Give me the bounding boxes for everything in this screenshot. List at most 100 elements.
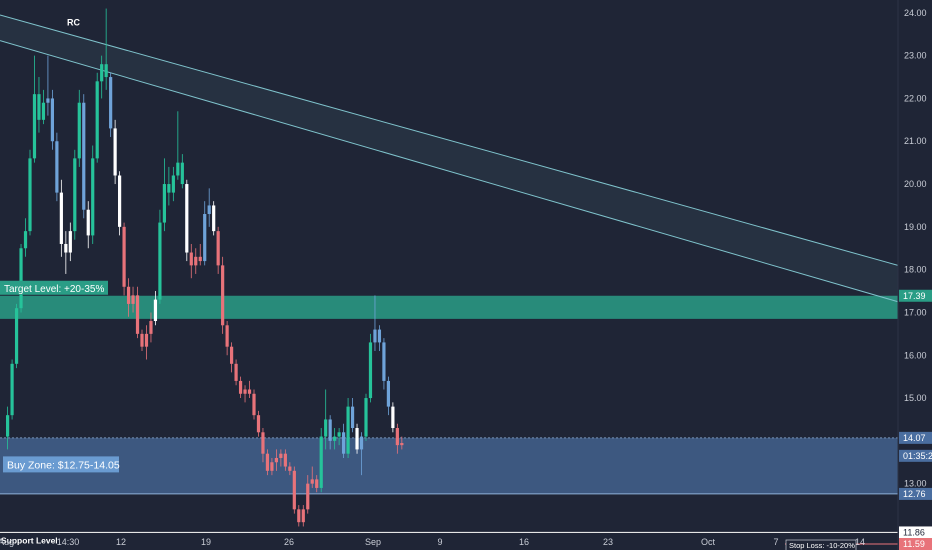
candle[interactable] [373,295,377,351]
candle[interactable] [315,475,319,493]
candle[interactable] [28,149,32,236]
candle[interactable] [386,376,390,416]
candle[interactable] [189,243,193,279]
candle[interactable] [382,338,386,390]
candle[interactable] [216,226,220,274]
trend-line-upper[interactable] [0,14,899,266]
candle[interactable] [68,222,72,262]
candle-body [377,329,382,343]
candle[interactable] [368,333,373,403]
candle[interactable] [256,410,261,437]
trend-line-lower[interactable] [0,40,899,303]
candle[interactable] [377,325,382,351]
candle-body [59,192,63,244]
candle[interactable] [198,243,202,266]
candle[interactable] [95,72,99,163]
candle[interactable] [82,94,86,219]
candle[interactable] [46,55,50,116]
candle[interactable] [162,158,166,232]
candle[interactable] [243,385,247,403]
candle[interactable] [212,201,216,236]
candle[interactable] [176,111,180,180]
price-axis[interactable]: 24.00 23.00 22.00 21.00 20.00 19.00 18.00 17.00… [904,8,927,489]
candle[interactable] [50,89,54,150]
candle[interactable] [91,145,95,244]
candle[interactable] [230,342,234,373]
candle[interactable] [109,72,113,137]
candle[interactable] [350,398,355,433]
candle[interactable] [279,449,283,467]
candle[interactable] [171,166,175,202]
candle[interactable] [100,55,104,99]
candle[interactable] [292,466,296,514]
candle[interactable] [41,89,46,125]
candle[interactable] [59,179,63,257]
candle[interactable] [6,406,10,450]
candle[interactable] [265,449,270,476]
candle[interactable] [122,222,126,296]
candle[interactable] [328,415,332,450]
candle-body [207,205,211,215]
candle-body [77,102,81,159]
candle[interactable] [364,393,368,441]
candle[interactable] [333,428,337,450]
candle[interactable] [158,209,162,304]
candle[interactable] [104,8,108,90]
candle[interactable] [297,505,301,527]
candle[interactable] [391,402,395,433]
candle[interactable] [283,449,287,471]
candle[interactable] [203,201,207,266]
candle[interactable] [306,475,310,514]
candle[interactable] [77,89,81,167]
candle[interactable] [153,291,158,326]
candle-body [68,231,72,253]
candle[interactable] [207,188,211,227]
candle[interactable] [337,428,341,446]
candle[interactable] [32,55,37,163]
candle[interactable] [324,389,328,450]
candle[interactable] [395,423,399,454]
candle[interactable] [252,389,256,420]
candle[interactable] [261,428,265,463]
candle[interactable] [55,132,59,202]
candle[interactable] [270,457,274,476]
candle[interactable] [400,436,404,450]
candle[interactable] [180,154,184,189]
candle[interactable] [225,321,229,356]
candle[interactable] [342,423,346,458]
candle-body [144,333,149,347]
candle[interactable] [144,325,149,360]
candle[interactable] [194,248,198,274]
candle[interactable] [113,119,117,185]
candle[interactable] [221,256,225,334]
candle[interactable] [346,398,350,458]
candle[interactable] [37,77,41,133]
candle[interactable] [10,359,14,420]
candle[interactable] [14,303,19,369]
candle[interactable] [319,428,323,493]
candle[interactable] [64,231,68,274]
candle[interactable] [135,286,140,339]
candle[interactable] [118,171,122,236]
candle[interactable] [167,166,171,206]
candle[interactable] [359,432,364,476]
candle[interactable] [149,312,153,343]
candle[interactable] [355,423,359,454]
candle[interactable] [301,505,305,527]
candle[interactable] [131,286,135,313]
candle[interactable] [288,462,292,476]
candle[interactable] [86,201,90,249]
candle[interactable] [185,179,189,262]
candle[interactable] [140,329,144,351]
candle[interactable] [73,149,77,240]
time-axis[interactable]: Aug 14:30 12 19 26 Sep 9 16 23 Oct 7 14 [0,537,865,547]
candle[interactable] [234,359,238,386]
candle[interactable] [274,449,278,471]
candle[interactable] [238,376,243,399]
candle[interactable] [310,466,314,488]
candle[interactable] [23,218,28,257]
candle[interactable] [126,278,131,317]
candle[interactable] [247,380,252,399]
candle[interactable] [19,243,23,313]
